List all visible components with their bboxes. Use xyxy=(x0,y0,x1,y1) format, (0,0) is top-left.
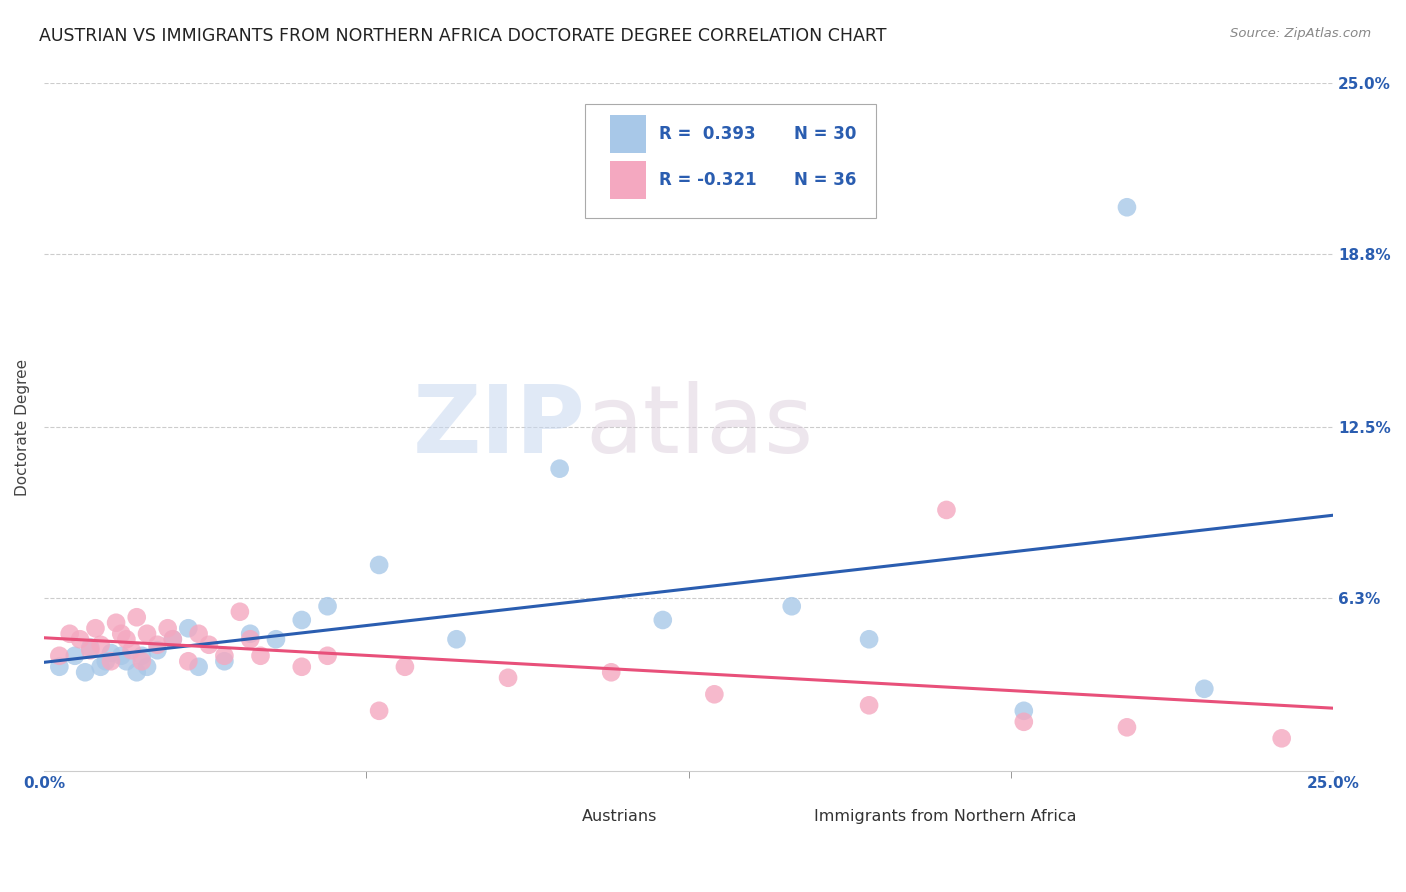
Point xyxy=(48,648,70,663)
Point xyxy=(69,632,91,647)
Point xyxy=(214,654,236,668)
Point xyxy=(115,654,138,668)
Text: Austrians: Austrians xyxy=(582,808,657,823)
Point xyxy=(156,621,179,635)
FancyBboxPatch shape xyxy=(534,807,567,824)
Point xyxy=(1012,714,1035,729)
Point xyxy=(1194,681,1216,696)
Text: atlas: atlas xyxy=(585,382,814,474)
Point xyxy=(63,648,86,663)
Point xyxy=(264,632,287,647)
Point xyxy=(75,665,97,680)
Point xyxy=(131,648,153,663)
Point xyxy=(214,648,236,663)
Point xyxy=(48,660,70,674)
Text: N = 36: N = 36 xyxy=(794,170,856,189)
Y-axis label: Doctorate Degree: Doctorate Degree xyxy=(15,359,30,496)
Point xyxy=(496,671,519,685)
Point xyxy=(121,643,143,657)
Point xyxy=(198,638,221,652)
Point xyxy=(651,613,673,627)
Point xyxy=(935,503,957,517)
Point xyxy=(239,632,262,647)
Point xyxy=(229,605,252,619)
Point xyxy=(1116,720,1139,734)
Point xyxy=(90,638,112,652)
Point xyxy=(136,626,159,640)
Point xyxy=(110,648,132,663)
Point xyxy=(187,626,209,640)
FancyBboxPatch shape xyxy=(585,104,876,218)
Text: N = 30: N = 30 xyxy=(794,125,856,143)
Point xyxy=(115,632,138,647)
Text: R =  0.393: R = 0.393 xyxy=(659,125,755,143)
Text: Source: ZipAtlas.com: Source: ZipAtlas.com xyxy=(1230,27,1371,40)
FancyBboxPatch shape xyxy=(766,807,799,824)
Point xyxy=(125,665,148,680)
FancyBboxPatch shape xyxy=(610,115,645,153)
Point xyxy=(131,654,153,668)
Point xyxy=(100,646,122,660)
Point xyxy=(446,632,468,647)
Point xyxy=(162,632,184,647)
FancyBboxPatch shape xyxy=(610,161,645,199)
Point xyxy=(187,660,209,674)
Point xyxy=(368,704,391,718)
Text: ZIP: ZIP xyxy=(412,382,585,474)
Point xyxy=(780,599,803,614)
Point xyxy=(146,643,169,657)
Point xyxy=(110,626,132,640)
Point xyxy=(548,461,571,475)
Point xyxy=(177,621,200,635)
Point xyxy=(368,558,391,572)
Point xyxy=(162,632,184,647)
Point xyxy=(291,613,314,627)
Point xyxy=(858,632,880,647)
Point xyxy=(316,599,339,614)
Point xyxy=(79,640,101,655)
Point xyxy=(291,660,314,674)
Point xyxy=(858,698,880,713)
Text: R = -0.321: R = -0.321 xyxy=(659,170,756,189)
Point xyxy=(94,654,117,668)
Point xyxy=(394,660,416,674)
Point xyxy=(239,626,262,640)
Point xyxy=(1012,704,1035,718)
Point xyxy=(600,665,623,680)
Point xyxy=(136,660,159,674)
Point xyxy=(1116,200,1139,214)
Point xyxy=(146,638,169,652)
Point xyxy=(59,626,82,640)
Point xyxy=(703,687,725,701)
Point xyxy=(177,654,200,668)
Text: Immigrants from Northern Africa: Immigrants from Northern Africa xyxy=(814,808,1076,823)
Point xyxy=(125,610,148,624)
Point xyxy=(79,643,101,657)
Point xyxy=(84,621,107,635)
Point xyxy=(316,648,339,663)
Point xyxy=(1271,731,1294,746)
Point xyxy=(105,615,128,630)
Text: AUSTRIAN VS IMMIGRANTS FROM NORTHERN AFRICA DOCTORATE DEGREE CORRELATION CHART: AUSTRIAN VS IMMIGRANTS FROM NORTHERN AFR… xyxy=(39,27,887,45)
Point xyxy=(100,654,122,668)
Point xyxy=(90,660,112,674)
Point xyxy=(249,648,271,663)
